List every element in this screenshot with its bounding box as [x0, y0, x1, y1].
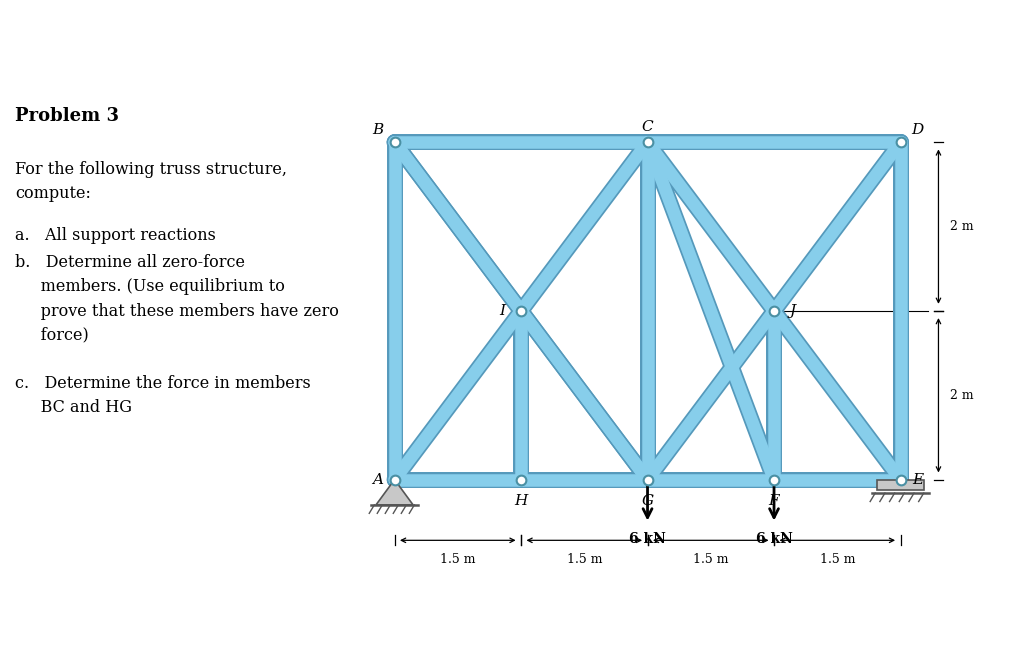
- Text: For the following truss structure,
compute:: For the following truss structure, compu…: [15, 161, 287, 202]
- Text: b.   Determine all zero-force
     members. (Use equilibrium to
     prove that : b. Determine all zero-force members. (Us…: [15, 254, 339, 344]
- Text: 1.5 m: 1.5 m: [693, 553, 728, 566]
- Text: F: F: [769, 494, 779, 508]
- Polygon shape: [877, 480, 924, 490]
- Text: A: A: [372, 472, 383, 486]
- Text: 6 kN: 6 kN: [756, 532, 793, 546]
- Text: 2 m: 2 m: [950, 220, 974, 233]
- Text: C: C: [642, 120, 653, 134]
- Text: 1.5 m: 1.5 m: [440, 553, 475, 566]
- Text: c.   Determine the force in members
     BC and HG: c. Determine the force in members BC and…: [15, 375, 311, 416]
- Text: D: D: [911, 122, 924, 136]
- Text: E: E: [911, 472, 923, 486]
- Polygon shape: [376, 480, 413, 505]
- Text: J: J: [790, 304, 796, 318]
- Text: B: B: [372, 122, 383, 136]
- Text: G: G: [641, 494, 653, 508]
- Text: 1.5 m: 1.5 m: [819, 553, 855, 566]
- Text: 2 m: 2 m: [950, 389, 974, 402]
- Text: H: H: [514, 494, 527, 508]
- Text: 1.5 m: 1.5 m: [566, 553, 602, 566]
- Text: 6 kN: 6 kN: [629, 532, 666, 546]
- Text: Problem 3: Problem 3: [15, 107, 119, 125]
- Text: I: I: [500, 304, 506, 318]
- Text: a.   All support reactions: a. All support reactions: [15, 227, 216, 244]
